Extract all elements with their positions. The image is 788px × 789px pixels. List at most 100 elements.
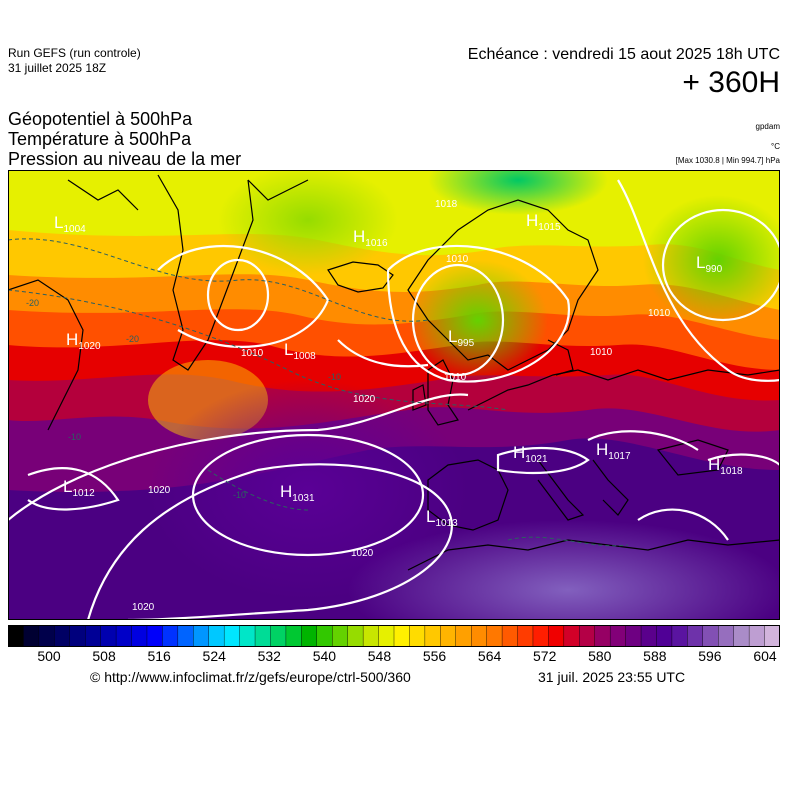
colorbar-tick-label: 588 [643,648,667,664]
colorbar-cell [517,625,534,647]
unit-pressure-range: [Max 1030.8 | Min 994.7] hPa [675,156,780,165]
isobar-label: 1010 [446,254,469,265]
pressure-center-high: H1031 [280,482,315,504]
colorbar-cell [254,625,272,647]
colorbar-cell [718,625,735,647]
colorbar-cell [656,625,673,647]
pressure-center-low: L1004 [54,213,86,235]
colorbar-cell [239,625,256,647]
pressure-center-high: H1021 [513,443,548,465]
colorbar-cell [223,625,241,647]
pressure-center-high: H1018 [708,455,743,477]
isobar-label: 1020 [132,602,155,613]
isobar-label: 1018 [435,199,458,210]
colorbar-tick-label: 556 [422,648,447,664]
colorbar-cell [625,625,642,647]
colorbar-cell [393,625,411,647]
isobar-label: 1010 [241,348,264,359]
colorbar-cell [54,625,71,647]
colorbar-tick-label: 532 [257,648,281,664]
colorbar-cell [23,625,40,647]
colorbar-cell [193,625,210,647]
colorbar-tick-label: 500 [37,648,61,664]
echeance-label: Echéance : vendredi 15 aout 2025 18h UTC [467,46,780,63]
title-geopotential: Géopotentiel à 500hPa [8,109,193,129]
isobar-label: 1010 [444,372,467,383]
isobar-label: 1010 [648,308,671,319]
weather-map: L1004 H1020 L1012 H1031 L1013 L1008 H1016 L995 H… [8,170,780,620]
colorbar-cell [440,625,457,647]
colorbar-cell [69,625,86,647]
colorbar-tick-label: 524 [202,648,226,664]
colorbar-cell [115,625,133,647]
colorbar-cell [285,625,303,647]
unit-temperature: °C [771,142,780,151]
colorbar-tick-label: 540 [312,648,337,664]
colorbar-cell [748,625,766,647]
colorbar-ticks: 500 508 516 524 532 540 548 556 564 572 580 588 596 6… [0,648,788,666]
temperature-labels: -20 -20 -10 -10 -10 [26,298,341,500]
unit-geopotential: gpdam [755,122,780,131]
colorbar-cell [362,625,380,647]
colorbar-cell [733,625,750,647]
colorbar-cell [316,625,333,647]
colorbar-tick-label: 548 [367,648,392,664]
colorbar-tick-label: 508 [92,648,116,664]
isobar-labels: 1020 1020 1020 1020 1010 1010 1010 1010 1010 1018 [132,199,671,613]
isotherms [8,238,629,547]
pressure-center-low: L990 [696,253,723,275]
colorbar-cell [162,625,179,647]
colorbar-cell [208,625,225,647]
colorbar-cell [702,625,719,647]
colorbar-cell [8,625,25,647]
colorbar-cell [640,625,658,647]
colorbar-cell [594,625,611,647]
colorbar-tick-label: 580 [588,648,612,664]
colorbar-cell [84,625,102,647]
isobar-label: 1020 [148,485,171,496]
colorbar-cell [455,625,472,647]
run-name: Run GEFS (run controle) [8,46,141,60]
colorbar-cell [378,625,395,647]
isobar-label: 1010 [590,347,613,358]
pressure-center-low: L1013 [426,507,458,529]
colorbar-tick-label: 564 [477,648,502,664]
colorbar-cell [301,625,318,647]
colorbar-cell [100,625,117,647]
pressure-center-low: L1008 [284,340,316,362]
colorbar-cell [687,625,704,647]
colorbar-cell [764,625,780,647]
pressure-center-low: L1012 [63,477,95,499]
temperature-label: -20 [126,334,139,344]
colorbar-cell [270,625,287,647]
pressure-center-low: L995 [448,327,475,349]
colorbar-cell [563,625,580,647]
pressure-center-high: H1020 [66,330,101,352]
coastlines [8,174,780,571]
colorbar-cell [332,625,349,647]
isobar-label: 1020 [353,394,376,405]
colorbar-cell [131,625,148,647]
colorbar-cell [409,625,426,647]
pressure-centers: L1004 H1020 L1012 H1031 L1013 L1008 H1016 L995 H… [54,211,743,529]
lead-time: + 360H [682,66,780,99]
pressure-center-high: H1016 [353,227,388,249]
colorbar-cell [579,625,596,647]
colorbar-cell [177,625,194,647]
temperature-label: -10 [328,372,341,382]
colorbar-tick-label: 604 [753,648,777,664]
temperature-label: -20 [26,298,39,308]
colorbar-tick-label: 516 [147,648,171,664]
colorbar-cell [38,625,56,647]
colorbar-cell [486,625,503,647]
colorbar-cell [532,625,550,647]
colorbar-cell [146,625,164,647]
temperature-label: -10 [68,432,81,442]
issue-date: 31 juil. 2025 23:55 UTC [538,669,686,685]
colorbar-cell [501,625,519,647]
temperature-label: -10 [233,490,246,500]
isobar-label: 1020 [351,548,374,559]
pressure-center-high: H1017 [596,440,631,462]
colorbar-cell [471,625,488,647]
colorbar-tick-label: 572 [533,648,557,664]
